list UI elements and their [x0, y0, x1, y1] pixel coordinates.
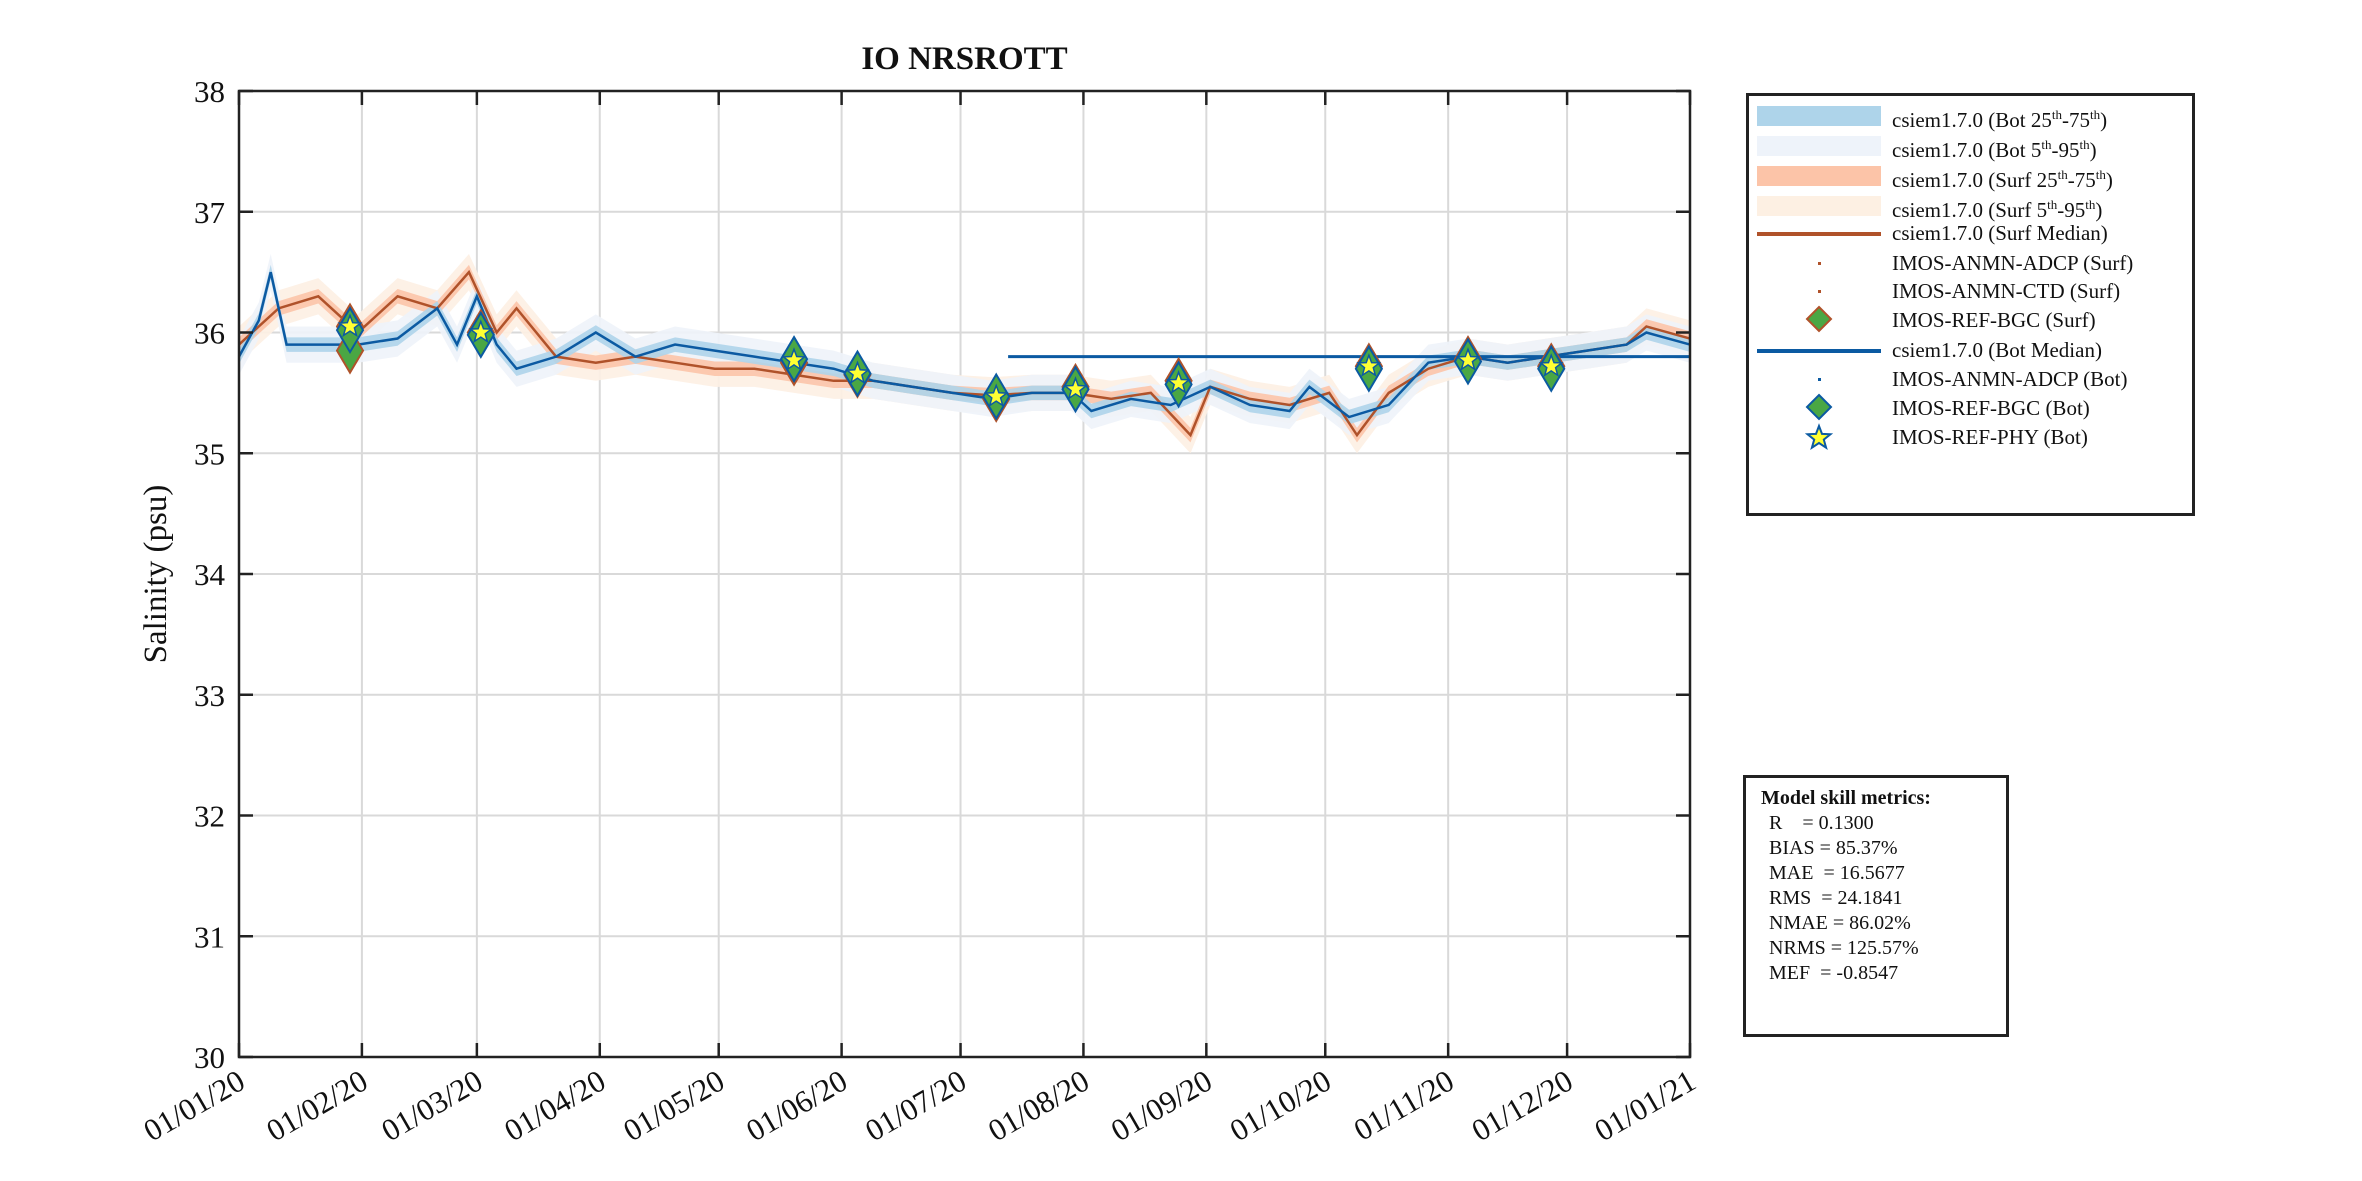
legend-label: IMOS-REF-BGC (Bot): [1892, 396, 2090, 420]
phy-bot-star-marker: [337, 313, 363, 338]
legend-entry: csiem1.7.0 (Bot 5th-95th): [1749, 130, 2192, 162]
phy-bot-star-marker: [983, 383, 1009, 408]
legend-label: IMOS-ANMN-ADCP (Surf): [1892, 251, 2134, 275]
legend-dot-icon: [1818, 378, 1821, 381]
legend-diamond-icon: [1805, 393, 1833, 421]
legend-dot-icon: [1818, 290, 1821, 293]
y-tick-label: 36: [194, 316, 225, 351]
x-tick-label: 01/01/21: [1589, 1063, 1702, 1148]
legend-band-swatch: [1757, 136, 1881, 156]
legend-label: csiem1.7.0 (Surf 5th-95th): [1892, 197, 2103, 222]
legend-entry: csiem1.7.0 (Bot Median): [1749, 335, 2192, 365]
x-tick-label: 01/02/20: [260, 1063, 373, 1148]
x-tick-label: 01/10/20: [1224, 1063, 1337, 1148]
legend-entry: csiem1.7.0 (Surf Median): [1749, 218, 2192, 248]
legend-label: IMOS-REF-PHY (Bot): [1892, 425, 2088, 449]
y-tick-label: 37: [194, 195, 225, 230]
legend-band-swatch: [1757, 196, 1881, 216]
legend-line-swatch: [1757, 349, 1881, 353]
x-tick-label: 01/09/20: [1105, 1063, 1218, 1148]
legend-band-swatch: [1757, 106, 1881, 126]
phy-bot-star-marker: [1166, 370, 1192, 394]
legend: csiem1.7.0 (Bot 25th-75th) csiem1.7.0 (Bo…: [1746, 93, 2195, 516]
legend-label: csiem1.7.0 (Bot 5th-95th): [1892, 137, 2097, 162]
legend-entry: IMOS-REF-PHY (Bot): [1749, 422, 2192, 452]
y-tick-label: 35: [194, 436, 225, 471]
metric-rms: RMS = 24.1841: [1769, 887, 1903, 909]
phy-bot-star-marker: [781, 347, 807, 371]
legend-entry: csiem1.7.0 (Surf 25th-75th): [1749, 160, 2192, 192]
metric-mae: MAE = 16.5677: [1769, 862, 1905, 884]
legend-entry: IMOS-ANMN-ADCP (Bot): [1749, 364, 2192, 394]
x-tick-label: 01/08/20: [982, 1063, 1095, 1148]
y-tick-label: 31: [194, 919, 225, 954]
phy-bot-star-marker: [1062, 376, 1089, 400]
metric-r: R = 0.1300: [1769, 812, 1874, 834]
model-skill-metrics-box: Model skill metrics: R = 0.1300 BIAS = 8…: [1743, 775, 2009, 1037]
phy-bot-star-marker: [844, 360, 870, 385]
metric-nmae: NMAE = 86.02%: [1769, 912, 1911, 934]
x-tick-label: 01/04/20: [498, 1063, 611, 1148]
phy-bot-star-marker: [1356, 353, 1382, 377]
x-tick-label: 01/03/20: [375, 1063, 488, 1148]
legend-label: csiem1.7.0 (Surf 25th-75th): [1892, 167, 2113, 192]
legend-entry: csiem1.7.0 (Bot 25th-75th): [1749, 100, 2192, 132]
y-tick-label: 38: [194, 74, 225, 109]
legend-band-swatch: [1757, 166, 1881, 186]
metric-mef: MEF = -0.8547: [1769, 962, 1899, 984]
y-tick-label: 33: [194, 678, 225, 713]
phy-bot-star-marker: [1538, 353, 1564, 377]
legend-label: IMOS-REF-BGC (Surf): [1892, 308, 2096, 332]
y-tick-label: 34: [194, 557, 226, 592]
x-tick-label: 01/05/20: [617, 1063, 730, 1148]
x-tick-label: 01/07/20: [859, 1063, 972, 1148]
x-tick-label: 01/11/20: [1348, 1063, 1460, 1148]
surf-median-line: [238, 269, 1691, 438]
legend-star-icon: [1805, 423, 1833, 451]
phy-bot-star-marker: [1455, 347, 1481, 371]
legend-label: csiem1.7.0 (Bot 25th-75th): [1892, 107, 2108, 132]
y-axis-label: Salinity (psu): [138, 485, 174, 664]
x-tick-label: 01/01/20: [138, 1063, 251, 1148]
chart-title: IO NRSROTT: [861, 41, 1067, 77]
metric-nrms: NRMS = 125.57%: [1769, 937, 1919, 959]
legend-entry: csiem1.7.0 (Surf 5th-95th): [1749, 190, 2192, 222]
y-tick-label: 30: [194, 1040, 225, 1075]
x-tick-label: 01/06/20: [740, 1063, 853, 1148]
legend-label: csiem1.7.0 (Bot Median): [1892, 338, 2102, 362]
y-tick-label: 32: [194, 799, 225, 834]
legend-entry: IMOS-ANMN-ADCP (Surf): [1749, 248, 2192, 278]
bot-median-line: [237, 271, 1691, 419]
legend-dot-icon: [1818, 262, 1821, 265]
legend-line-swatch: [1757, 232, 1881, 236]
phy-bot-star-marker: [468, 319, 494, 344]
legend-entry: IMOS-ANMN-CTD (Surf): [1749, 276, 2192, 306]
metric-bias: BIAS = 85.37%: [1769, 837, 1898, 859]
legend-entry: IMOS-REF-BGC (Surf): [1749, 305, 2192, 335]
x-tick-label: 01/12/20: [1466, 1063, 1579, 1148]
metrics-title: Model skill metrics:: [1761, 787, 1931, 809]
legend-label: csiem1.7.0 (Surf Median): [1892, 221, 2108, 245]
legend-entry: IMOS-REF-BGC (Bot): [1749, 393, 2192, 423]
legend-label: IMOS-ANMN-CTD (Surf): [1892, 279, 2121, 303]
legend-diamond-icon: [1805, 305, 1833, 333]
legend-label: IMOS-ANMN-ADCP (Bot): [1892, 367, 2128, 391]
